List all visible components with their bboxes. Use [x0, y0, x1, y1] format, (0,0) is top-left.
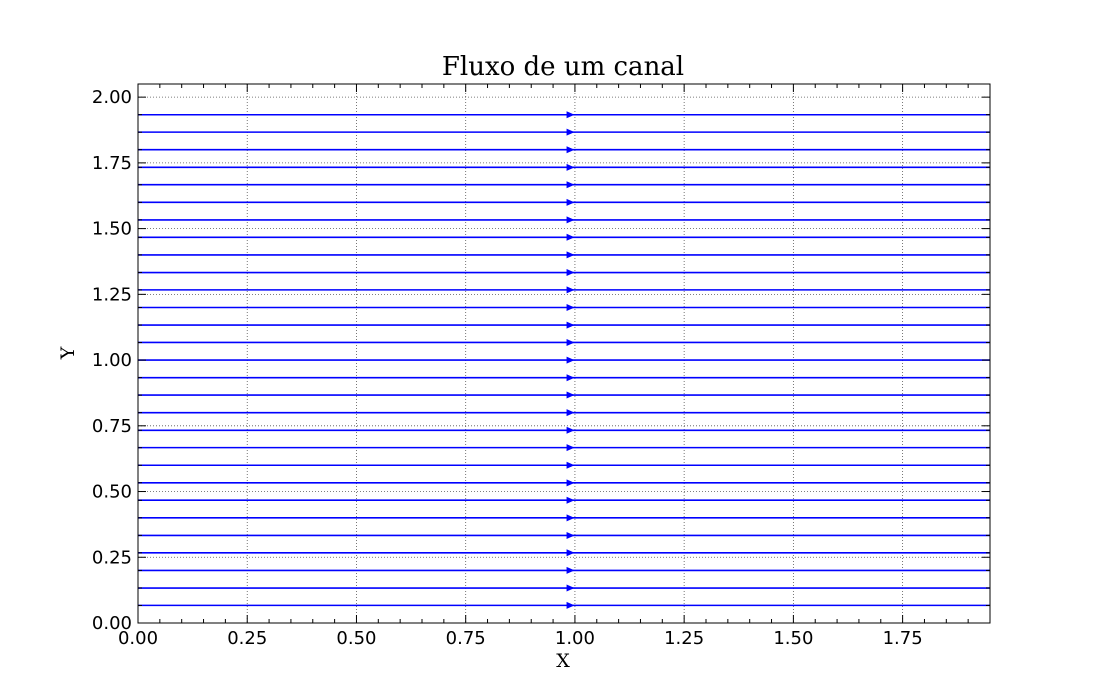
y-tick-label: 0.50: [92, 482, 132, 503]
y-tick-label: 0.75: [92, 416, 132, 437]
streamline-arrow: [566, 321, 575, 329]
streamlines: [138, 111, 990, 609]
y-tick-label: 1.75: [92, 153, 132, 174]
streamline-arrow: [566, 251, 575, 259]
streamline-arrow: [566, 269, 575, 277]
x-axis-label: X: [556, 650, 570, 672]
streamline-arrow: [566, 233, 575, 241]
x-tick-label: 1.75: [883, 628, 923, 649]
grid-lines: [138, 84, 990, 623]
x-tick-label: 0.00: [118, 628, 158, 649]
streamline-arrow: [566, 514, 575, 522]
streamline-arrow: [566, 128, 575, 136]
plot-frame: [137, 83, 991, 624]
x-tick-label: 0.75: [446, 628, 486, 649]
streamline-arrow: [566, 601, 575, 609]
streamline-arrow: [566, 584, 575, 592]
streamline-arrow: [566, 444, 575, 452]
streamline-arrow: [566, 146, 575, 154]
y-tick-label: 1.25: [92, 284, 132, 305]
streamline-arrow: [566, 409, 575, 417]
streamline-arrow: [566, 549, 575, 557]
y-axis-label: Y: [57, 346, 79, 360]
streamline-arrow: [566, 338, 575, 346]
streamline-arrow: [566, 356, 575, 364]
y-tick-label: 1.00: [92, 350, 132, 371]
y-tick-label: 0.25: [92, 547, 132, 568]
streamline-arrow: [566, 566, 575, 574]
streamline-arrow: [566, 198, 575, 206]
streamline-arrow: [566, 163, 575, 171]
y-tick-label: 0.00: [92, 613, 132, 634]
x-tick-label: 0.50: [336, 628, 376, 649]
streamline-arrow: [566, 426, 575, 434]
streamline-arrow: [566, 479, 575, 487]
streamline-arrow: [566, 461, 575, 469]
x-tick-label: 1.25: [664, 628, 704, 649]
streamline-arrow: [566, 374, 575, 382]
streamline-arrow: [566, 286, 575, 294]
chart-title: Fluxo de um canal: [442, 52, 684, 82]
y-tick-label: 1.50: [92, 219, 132, 240]
streamline-arrow: [566, 391, 575, 399]
streamline-arrow: [566, 531, 575, 539]
axis-ticks: 0.00 0.25 0.50 0.75 1.00 1.25 1.50 1.75 0.00 0.25…: [92, 84, 990, 649]
x-tick-label: 0.25: [227, 628, 267, 649]
streamline-arrow: [566, 181, 575, 189]
streamline-arrow: [566, 496, 575, 504]
streamline-arrow: [566, 216, 575, 224]
streamline-arrow: [566, 111, 575, 119]
x-tick-label: 1.50: [773, 628, 813, 649]
y-tick-label: 2.00: [92, 87, 132, 108]
x-tick-label: 1.00: [555, 628, 595, 649]
streamline-arrow: [566, 303, 575, 311]
